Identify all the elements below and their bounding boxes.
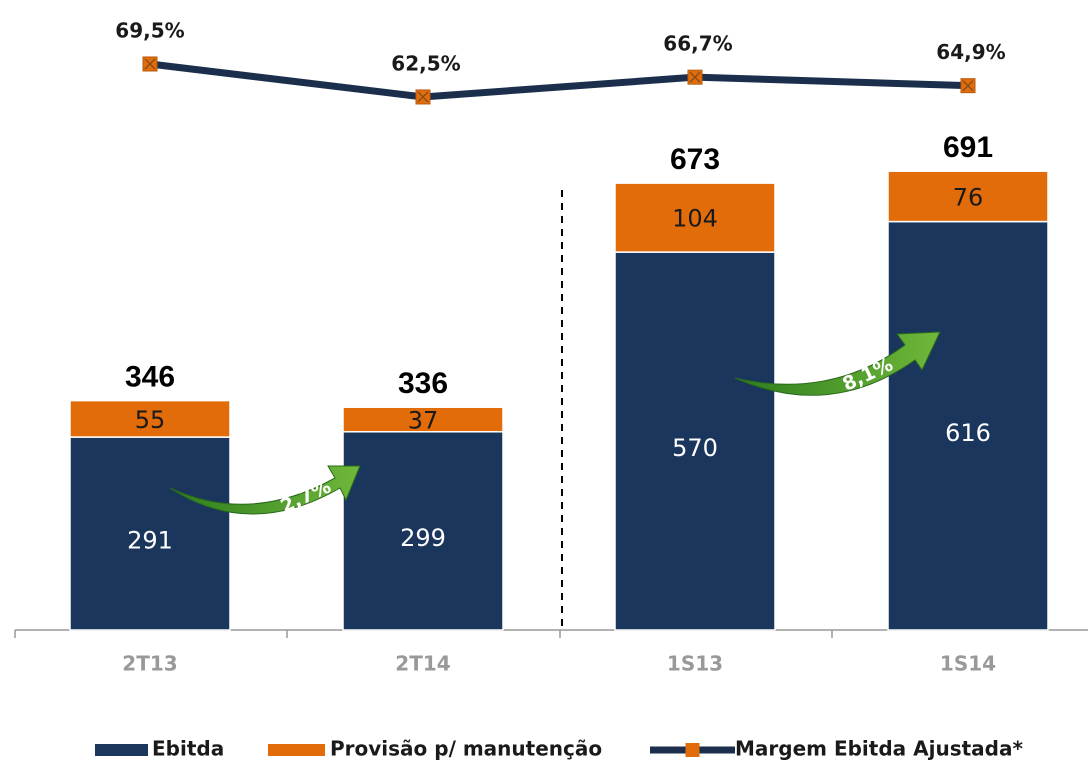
data-label: 616	[945, 419, 991, 447]
line-marker-x	[689, 71, 701, 83]
growth-arrow	[169, 465, 361, 515]
legend-swatch-marker	[685, 743, 700, 757]
bar-segment	[887, 170, 1049, 223]
data-label: 299	[400, 524, 446, 552]
x-tick-label: 1S14	[940, 652, 996, 676]
line-label: 69,5%	[115, 18, 184, 42]
bar-segment	[69, 399, 231, 438]
data-label: 55	[135, 406, 166, 434]
x-tick-label: 2T13	[122, 652, 177, 676]
data-label: 37	[408, 406, 439, 434]
bar-segment	[887, 220, 1049, 631]
legend-label: Margem Ebitda Ajustada*	[735, 737, 1023, 761]
legend-label: Ebitda	[152, 737, 224, 761]
total-label: 346	[125, 361, 175, 394]
growth-arrow	[734, 331, 941, 396]
line-label: 62,5%	[391, 51, 460, 75]
data-label: 76	[953, 183, 984, 211]
bar-segment	[342, 431, 504, 631]
total-label: 336	[398, 367, 448, 400]
bar-segment	[69, 436, 231, 631]
growth-label: 2,7%	[277, 475, 334, 517]
total-label: 673	[670, 143, 720, 176]
legend-swatch	[95, 744, 148, 756]
line-marker-x	[962, 80, 974, 92]
total-label: 691	[943, 131, 993, 164]
legend-swatch	[268, 744, 325, 756]
bar-segment	[342, 406, 504, 433]
data-label: 104	[672, 205, 718, 233]
legend-label: Provisão p/ manutenção	[330, 737, 602, 761]
line-marker-x	[417, 91, 429, 103]
line	[149, 60, 969, 101]
line-label: 66,7%	[663, 32, 732, 56]
bar-segment	[614, 251, 776, 631]
bar-segment	[614, 182, 776, 253]
line-label: 64,9%	[936, 40, 1005, 64]
x-tick-label: 1S13	[667, 652, 723, 676]
data-label: 570	[672, 434, 718, 462]
data-label: 291	[127, 527, 173, 555]
x-tick-label: 2T14	[395, 652, 450, 676]
line-marker-x	[144, 58, 156, 70]
